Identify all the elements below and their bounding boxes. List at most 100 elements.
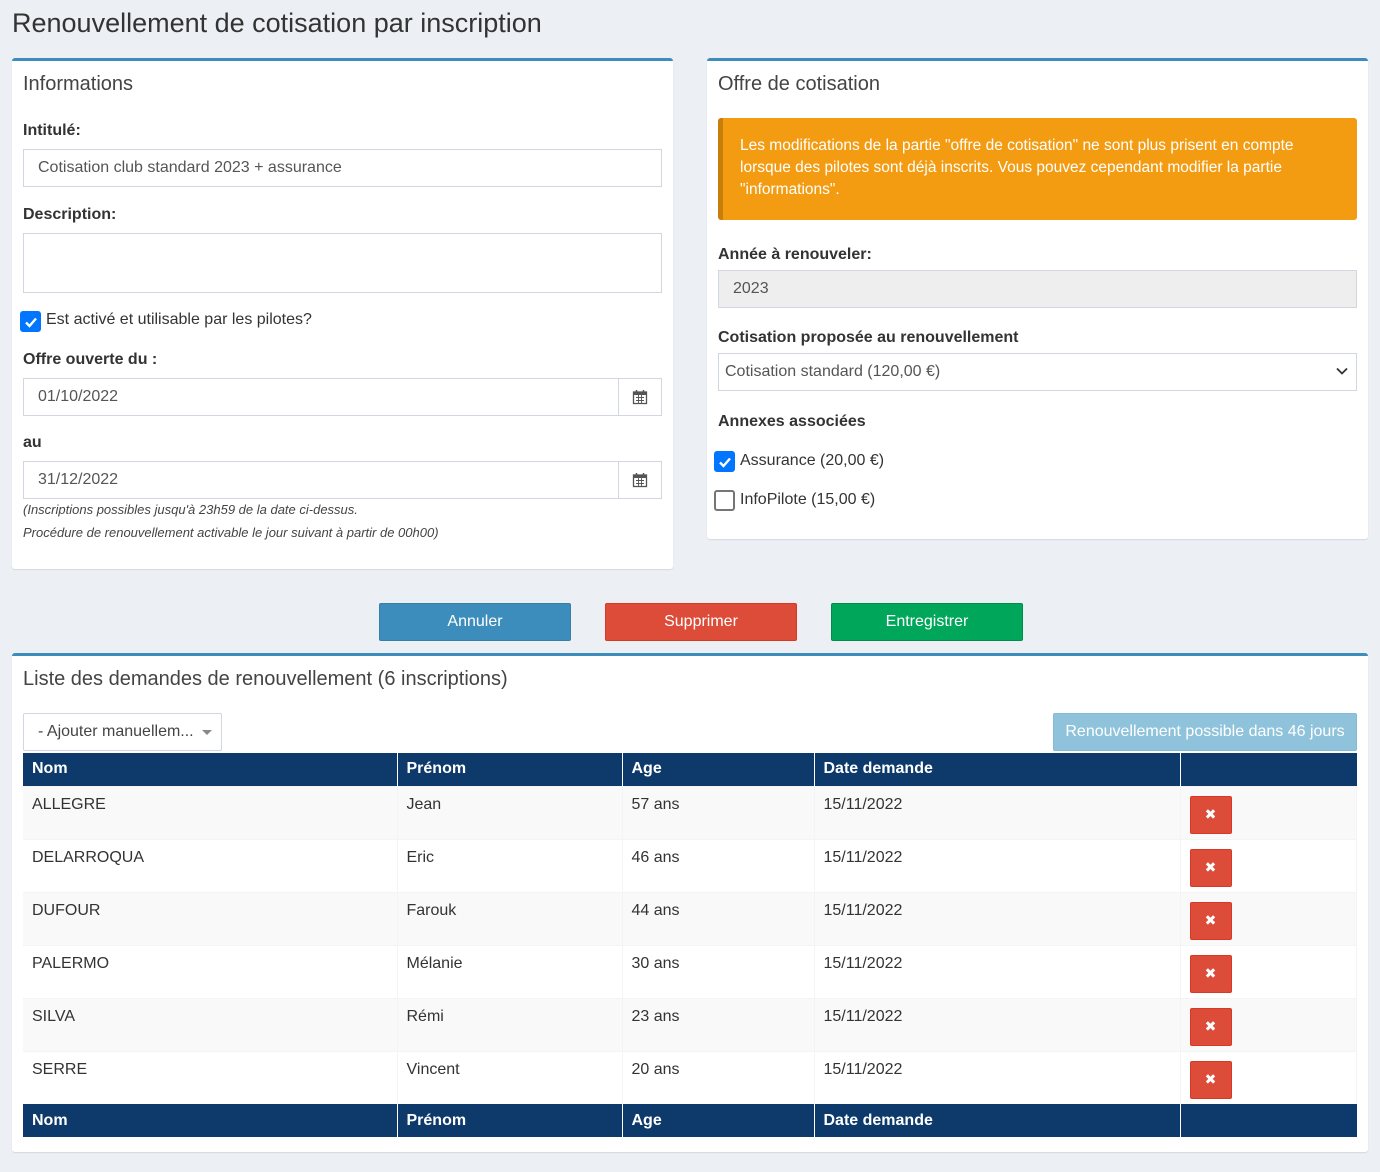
close-icon: ✖ <box>1204 806 1217 822</box>
cell-actions: ✖ <box>1180 891 1357 945</box>
cell-age: 44 ans <box>622 891 815 945</box>
annexe-assurance-label: Assurance (20,00 €) <box>740 452 885 469</box>
cell-date: 15/11/2022 <box>814 891 1181 945</box>
cell-age: 57 ans <box>622 785 815 839</box>
warning-alert-text: Les modifications de la partie "offre de… <box>740 137 1294 198</box>
cotisation-label: Cotisation proposée au renouvellement <box>718 329 1019 346</box>
renewal-list-title: Liste des demandes de renouvellement (6 … <box>23 668 508 690</box>
footer-header-date: Date demande <box>814 1104 1181 1137</box>
table-row: PALERMO Mélanie 30 ans 15/11/2022 ✖ <box>23 944 1357 998</box>
table-row: DELARROQUA Eric 46 ans 15/11/2022 ✖ <box>23 838 1357 892</box>
annexe-assurance-checkbox[interactable] <box>714 451 735 472</box>
cell-nom: SILVA <box>23 997 398 1051</box>
renewal-list-panel: Liste des demandes de renouvellement (6 … <box>12 653 1368 1152</box>
informations-title: Informations <box>23 73 134 95</box>
caret-down-icon <box>202 730 212 735</box>
year-label: Année à renouveler: <box>718 246 872 263</box>
delete-button[interactable]: Supprimer <box>605 603 797 641</box>
informations-panel: Informations Intitulé: Cotisation club s… <box>12 58 673 569</box>
close-icon: ✖ <box>1204 859 1217 875</box>
delete-row-button[interactable]: ✖ <box>1189 795 1232 834</box>
check-icon <box>718 457 731 468</box>
table-header-row: Nom Prénom Age Date demande <box>23 753 1357 786</box>
cell-nom: PALERMO <box>23 944 398 998</box>
active-checkbox[interactable] <box>20 311 41 332</box>
table-row: ALLEGRE Jean 57 ans 15/11/2022 ✖ <box>23 785 1357 839</box>
renewal-table: Nom Prénom Age Date demande ALLEGRE Jean… <box>23 753 1357 1137</box>
year-input: 2023 <box>718 270 1357 308</box>
annexe-infopilote-label: InfoPilote (15,00 €) <box>740 491 876 508</box>
to-date-calendar-button[interactable] <box>618 461 662 499</box>
calendar-icon <box>632 473 648 488</box>
cell-age: 46 ans <box>622 838 815 892</box>
offre-panel: Offre de cotisation Les modifications de… <box>707 58 1368 539</box>
delete-row-button[interactable]: ✖ <box>1189 848 1232 887</box>
column-header-actions <box>1180 753 1357 786</box>
cell-actions: ✖ <box>1180 997 1357 1051</box>
cell-actions: ✖ <box>1180 785 1357 839</box>
table-row: DUFOUR Farouk 44 ans 15/11/2022 ✖ <box>23 891 1357 945</box>
cell-prenom: Mélanie <box>397 944 623 998</box>
open-from-label: Offre ouverte du : <box>23 351 158 368</box>
description-label: Description: <box>23 206 117 223</box>
column-header-prenom[interactable]: Prénom <box>397 753 623 786</box>
open-from-calendar-button[interactable] <box>618 378 662 416</box>
cell-prenom: Jean <box>397 785 623 839</box>
cell-actions: ✖ <box>1180 1050 1357 1104</box>
annexe-infopilote-checkbox[interactable] <box>714 490 735 511</box>
cell-date: 15/11/2022 <box>814 1050 1181 1104</box>
page-title: Renouvellement de cotisation par inscrip… <box>12 8 542 38</box>
cell-nom: DUFOUR <box>23 891 398 945</box>
cell-prenom: Eric <box>397 838 623 892</box>
chevron-down-icon <box>1336 367 1348 375</box>
close-icon: ✖ <box>1204 1018 1217 1034</box>
cancel-button[interactable]: Annuler <box>379 603 571 641</box>
intitule-label: Intitulé: <box>23 122 81 139</box>
cell-prenom: Rémi <box>397 997 623 1051</box>
close-icon: ✖ <box>1204 965 1217 981</box>
cell-prenom: Farouk <box>397 891 623 945</box>
column-header-date[interactable]: Date demande <box>814 753 1181 786</box>
cell-nom: DELARROQUA <box>23 838 398 892</box>
footer-header-nom: Nom <box>23 1104 398 1137</box>
footer-header-age: Age <box>622 1104 815 1137</box>
warning-alert: Les modifications de la partie "offre de… <box>718 118 1357 220</box>
cell-actions: ✖ <box>1180 838 1357 892</box>
column-header-age[interactable]: Age <box>622 753 815 786</box>
table-footer-row: Nom Prénom Age Date demande <box>23 1104 1357 1137</box>
table-row: SERRE Vincent 20 ans 15/11/2022 ✖ <box>23 1050 1357 1104</box>
delete-row-button[interactable]: ✖ <box>1189 1060 1232 1099</box>
table-row: SILVA Rémi 23 ans 15/11/2022 ✖ <box>23 997 1357 1051</box>
column-header-nom[interactable]: Nom <box>23 753 398 786</box>
delete-row-button[interactable]: ✖ <box>1189 901 1232 940</box>
description-textarea[interactable] <box>23 233 662 293</box>
to-label: au <box>23 434 42 451</box>
cotisation-select[interactable]: Cotisation standard (120,00 €) <box>718 353 1357 391</box>
delete-row-button[interactable]: ✖ <box>1189 954 1232 993</box>
cell-date: 15/11/2022 <box>814 944 1181 998</box>
active-label: Est activé et utilisable par les pilotes… <box>46 311 312 328</box>
calendar-icon <box>632 390 648 405</box>
to-date-input[interactable]: 31/12/2022 <box>23 461 619 499</box>
cell-age: 23 ans <box>622 997 815 1051</box>
close-icon: ✖ <box>1204 912 1217 928</box>
annexes-label: Annexes associées <box>718 413 866 430</box>
close-icon: ✖ <box>1204 1071 1217 1087</box>
cotisation-select-value: Cotisation standard (120,00 €) <box>725 363 941 380</box>
cell-nom: ALLEGRE <box>23 785 398 839</box>
footer-header-prenom: Prénom <box>397 1104 623 1137</box>
cell-date: 15/11/2022 <box>814 997 1181 1051</box>
cell-prenom: Vincent <box>397 1050 623 1104</box>
add-manual-dropdown-label: - Ajouter manuellem... <box>38 723 194 740</box>
cell-age: 20 ans <box>622 1050 815 1104</box>
cell-date: 15/11/2022 <box>814 838 1181 892</box>
hint-line-2: Procédure de renouvellement activable le… <box>23 525 439 540</box>
check-icon <box>24 317 37 328</box>
delete-row-button[interactable]: ✖ <box>1189 1007 1232 1046</box>
open-from-input[interactable]: 01/10/2022 <box>23 378 619 416</box>
intitule-input[interactable]: Cotisation club standard 2023 + assuranc… <box>23 149 662 187</box>
add-manual-dropdown[interactable]: - Ajouter manuellem... <box>23 713 222 751</box>
save-button[interactable]: Entregistrer <box>831 603 1023 641</box>
cell-actions: ✖ <box>1180 944 1357 998</box>
offre-title: Offre de cotisation <box>718 73 880 95</box>
